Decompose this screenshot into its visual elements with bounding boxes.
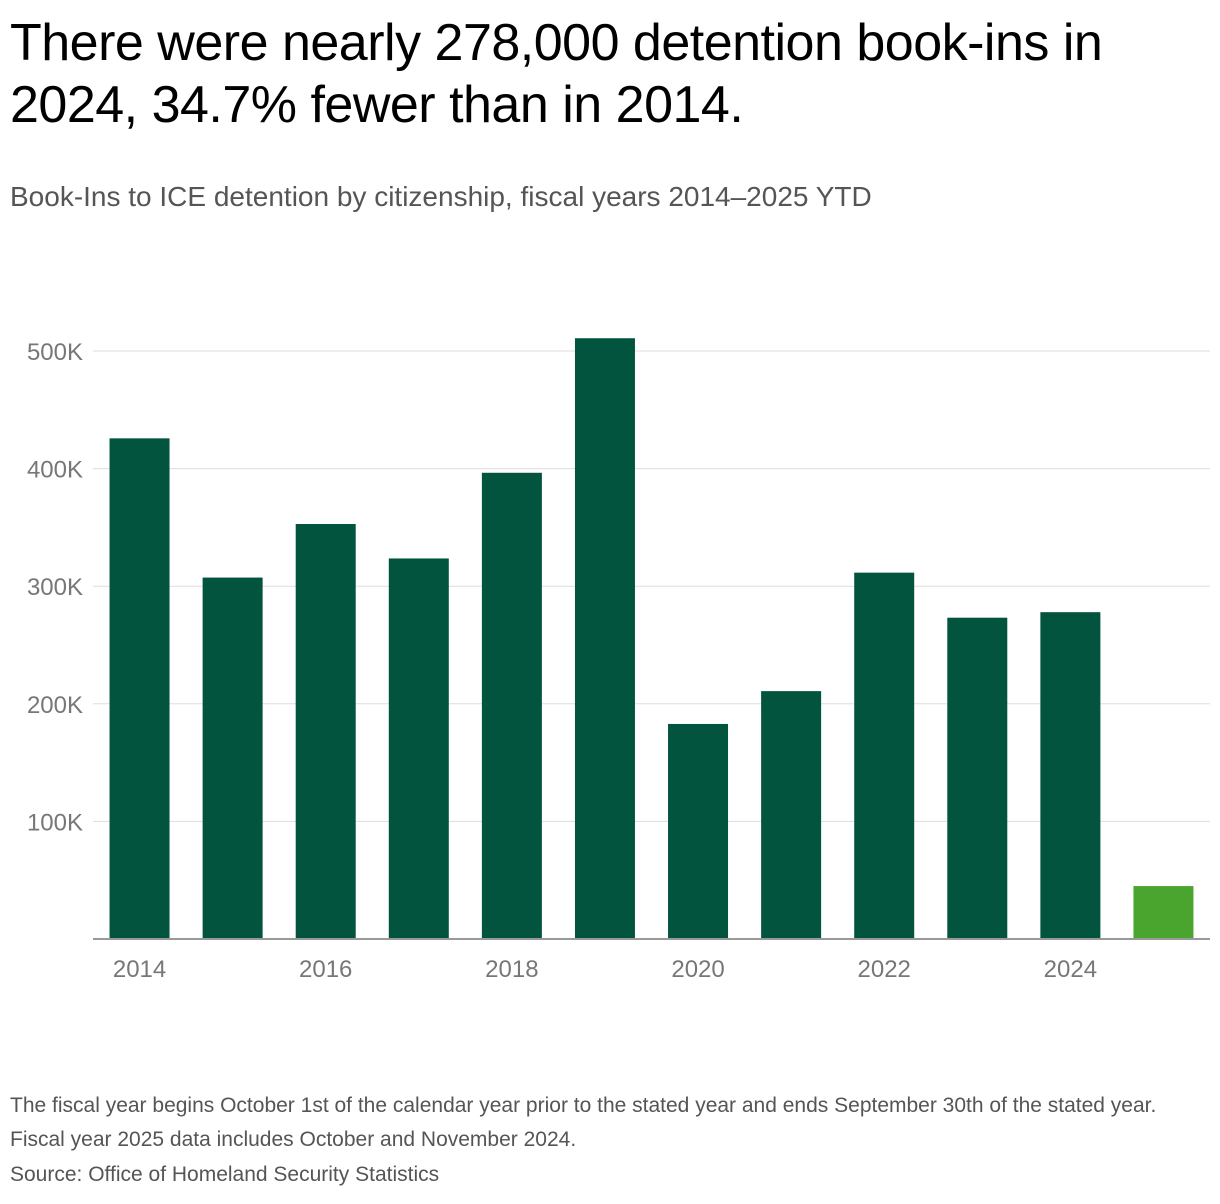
x-tick-label: 2018	[485, 956, 538, 983]
chart-subtitle: Book-Ins to ICE detention by citizenship…	[10, 181, 872, 212]
y-tick-label: 500K	[27, 339, 83, 366]
gridlines	[93, 350, 1210, 822]
x-tick-label: 2022	[858, 956, 911, 983]
x-tick-label: 2016	[299, 956, 352, 983]
bar-2025	[1133, 886, 1194, 939]
y-tick-label: 300K	[27, 574, 83, 601]
source-note: Source: Office of Homeland Security Stat…	[10, 1163, 440, 1186]
bar-chart: 100K 200K 300K 400K 500K 2014 2016 2018 2020 202…	[27, 338, 1210, 983]
y-tick-label: 200K	[27, 692, 83, 719]
bar-2023	[947, 617, 1008, 939]
x-tick-label: 2020	[671, 956, 724, 983]
y-tick-label: 100K	[27, 809, 83, 836]
bar-2021	[761, 691, 822, 939]
bars	[109, 338, 1194, 939]
y-tick-label: 400K	[27, 457, 83, 484]
bar-2017	[388, 558, 449, 939]
bar-2020	[668, 723, 729, 939]
x-axis-tick-labels: 2014 2016 2018 2020 2022 2024	[113, 956, 1097, 983]
footnote: The fiscal year begins October 1st of th…	[10, 1094, 1157, 1151]
bar-2022	[854, 572, 915, 939]
bar-2015	[202, 577, 263, 939]
bar-2024	[1040, 612, 1101, 939]
chart-title: There were nearly 278,000 detention book…	[10, 14, 1103, 134]
bar-2018	[481, 472, 542, 939]
bar-2016	[295, 524, 356, 939]
y-axis-tick-labels: 100K 200K 300K 400K 500K	[27, 339, 83, 836]
x-tick-label: 2014	[113, 956, 166, 983]
bar-2014	[109, 438, 170, 939]
x-tick-label: 2024	[1044, 956, 1097, 983]
bar-2019	[574, 338, 635, 939]
